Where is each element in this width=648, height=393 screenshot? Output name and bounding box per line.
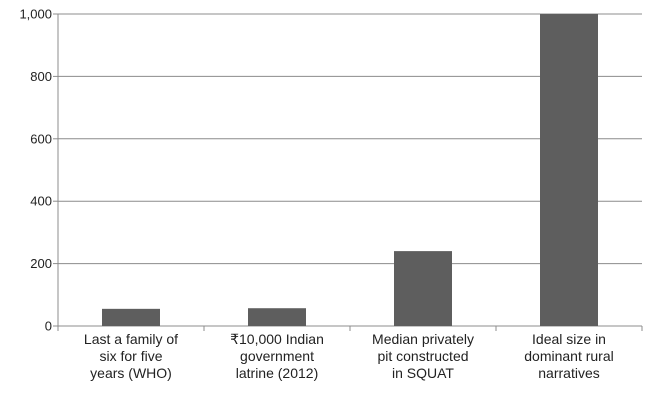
y-tick-label: 0 [45,319,52,334]
y-tick-label: 200 [30,256,52,271]
bar [540,14,598,326]
x-category-label: Ideal size in dominant rural narratives [524,331,614,381]
y-tick-label: 800 [30,69,52,84]
y-tick-label: 600 [30,131,52,146]
x-category-label: Last a family of six for five years (WHO) [84,331,178,381]
y-tick-label: 400 [30,194,52,209]
y-tick-label: 1,000 [19,7,52,22]
x-category-label: Median privately pit constructed in SQUAT [372,331,474,381]
bar [248,308,306,326]
bar [394,251,452,326]
bar [102,308,160,326]
x-category-label: ₹10,000 Indian government latrine (2012) [230,331,324,381]
